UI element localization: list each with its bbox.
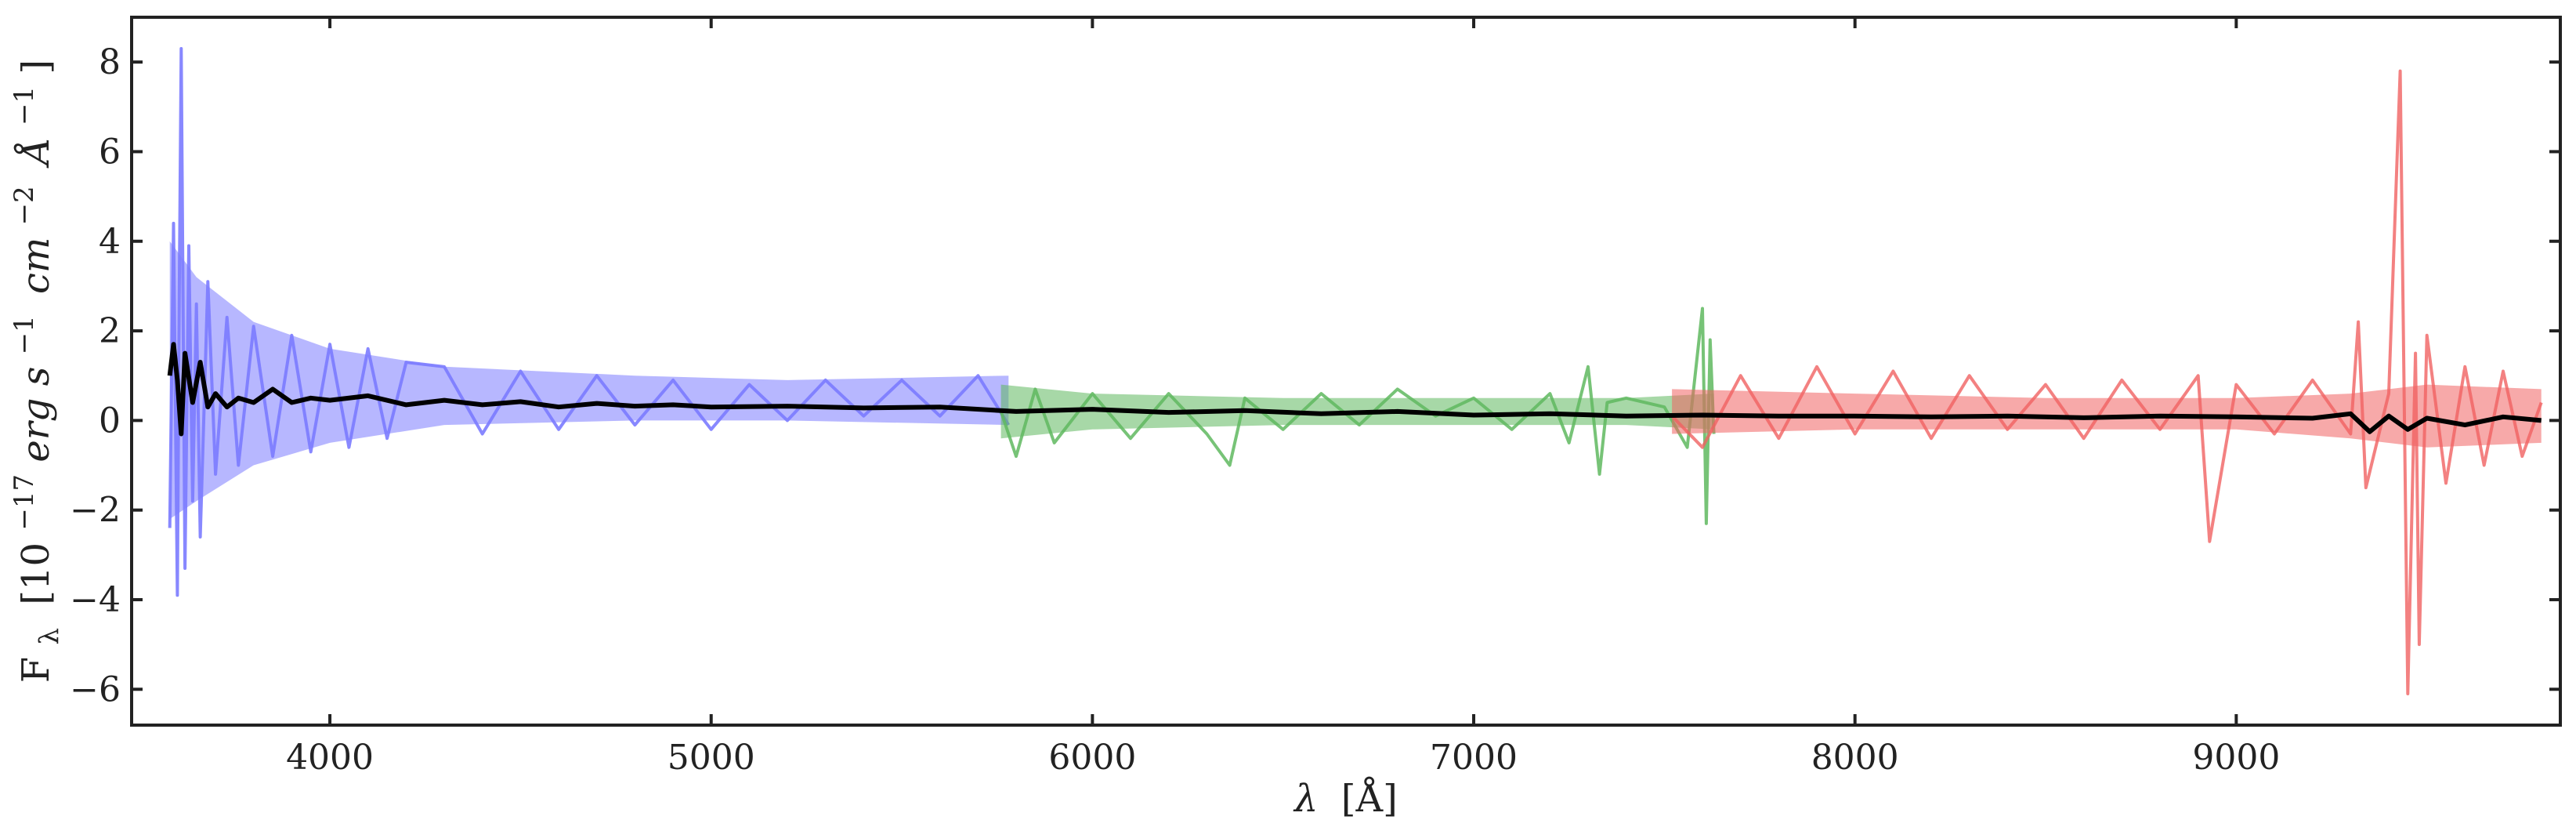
series-2-line [1670, 69, 2543, 695]
series-0-envelope [169, 241, 1009, 520]
y-axis-unit2: cm [14, 238, 58, 294]
x-tick-labels: 4000 5000 6000 7000 8000 9000 [286, 738, 2280, 778]
y-axis-suffix: ] [14, 60, 58, 74]
y-axis-exp3: −2 [9, 186, 40, 225]
y-axis-label: F λ [10 −17 erg s −1 cm −2 Å −1 ] [0, 60, 67, 683]
x-axis-unit: [Å] [1341, 776, 1398, 821]
y-tick-label-8: 8 [99, 42, 121, 82]
axes-frame [130, 16, 2562, 727]
y-axis-exp2: −1 [9, 315, 40, 354]
y-axis-prefix: [10 [14, 542, 58, 605]
x-tick-label-5000: 5000 [668, 738, 755, 778]
y-tick-label-6: 6 [99, 132, 121, 172]
x-tick-label-4000: 4000 [286, 738, 374, 778]
x-tick-label-7000: 7000 [1430, 738, 1518, 778]
x-tick-label-9000: 9000 [2192, 738, 2280, 778]
y-tick-label-0: 0 [99, 401, 121, 441]
y-tick-labels: −6 −4 −2 0 2 4 6 8 [70, 42, 121, 709]
y-tick-label--4: −4 [70, 580, 121, 620]
y-axis-exp4: −1 [9, 86, 40, 125]
x-tick-label-6000: 6000 [1048, 738, 1136, 778]
y-axis-symbol: F [14, 657, 58, 683]
y-tick-label--2: −2 [70, 491, 121, 531]
series-0-line [168, 47, 1011, 597]
smoothed-series-line [167, 342, 2542, 437]
ticks-group [132, 17, 2560, 725]
y-tick-label--6: −6 [70, 669, 121, 709]
y-axis-unit1: erg s [14, 367, 58, 463]
y-axis-unit3: Å [13, 137, 58, 169]
y-axis-subscript: λ [34, 628, 65, 645]
x-axis-symbol: λ [1293, 777, 1318, 821]
y-axis-exp1: −17 [9, 474, 40, 531]
x-axis-label: λ [Å] [1293, 776, 1398, 821]
plot-area [167, 47, 2543, 695]
x-tick-label-8000: 8000 [1811, 738, 1899, 778]
y-tick-label-4: 4 [99, 222, 121, 262]
y-tick-label-2: 2 [99, 311, 121, 351]
